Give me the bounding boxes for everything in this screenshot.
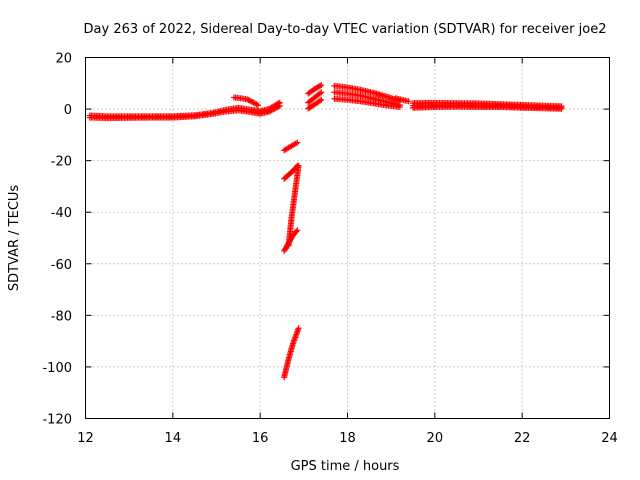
y-tick-labels: 20 0 -20 -40 -60 -80 -100 -120	[42, 52, 72, 428]
x-tick-labels: 12 14 16 18 20 22 24	[77, 431, 618, 446]
y-tick-label: -40	[51, 206, 72, 221]
x-tick-label: 12	[77, 431, 94, 446]
series-high-arc	[230, 94, 261, 109]
y-tick-label: -80	[51, 309, 72, 324]
series-short-rise-b	[305, 89, 325, 106]
x-tick-label: 24	[601, 431, 618, 446]
series-short-rise-c	[305, 96, 325, 112]
x-tick-label: 20	[427, 431, 444, 446]
y-tick-label: 20	[55, 52, 72, 67]
series-drop-e	[281, 325, 302, 381]
y-axis-label: SDTVAR / TECUs	[7, 185, 22, 292]
data-points	[86, 82, 565, 381]
y-tick-label: 0	[64, 103, 72, 118]
x-axis-label: GPS time / hours	[291, 459, 400, 474]
x-tick-label: 14	[165, 431, 182, 446]
grid	[85, 57, 610, 419]
y-tick-label: -60	[51, 258, 72, 273]
series-low-arc	[331, 95, 403, 111]
chart-title: Day 263 of 2022, Sidereal Day-to-day VTE…	[84, 22, 607, 37]
axis-ticks	[85, 57, 610, 419]
series-late-bump	[392, 95, 412, 105]
x-tick-label: 22	[514, 431, 531, 446]
x-tick-label: 16	[252, 431, 269, 446]
x-tick-label: 18	[339, 431, 356, 446]
series-short-rise-a	[305, 82, 325, 97]
series-mid-arc	[331, 89, 403, 109]
y-tick-label: -120	[42, 413, 72, 428]
series-drop-d	[281, 227, 301, 254]
series-late-band-3	[410, 103, 565, 112]
y-tick-label: -100	[42, 361, 72, 376]
series-baseline-band-2	[86, 102, 283, 122]
y-tick-label: -20	[51, 155, 72, 170]
series-drop-a	[281, 139, 301, 154]
